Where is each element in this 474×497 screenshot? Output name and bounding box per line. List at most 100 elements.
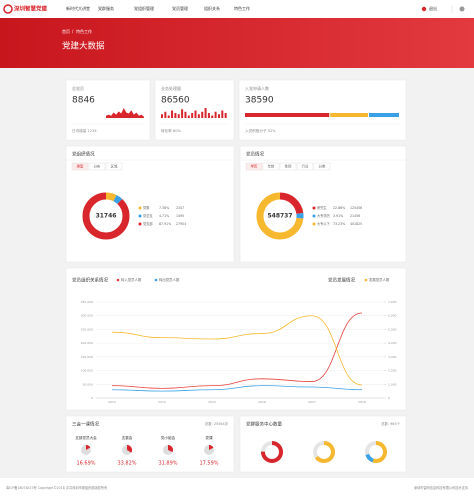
- sparkline-area: [106, 108, 144, 118]
- tab[interactable]: [279, 162, 297, 171]
- chart-title: 党员组织关系情况: [72, 277, 108, 284]
- y2-tick-label: 3,000: [388, 355, 397, 359]
- gauge-segment: [261, 441, 283, 463]
- tab[interactable]: [245, 162, 263, 171]
- stat-label: 业务处理量: [161, 85, 181, 91]
- logo: 深圳智慧党建: [14, 5, 48, 13]
- item-value: 17.59%: [199, 461, 218, 467]
- sparkline-bar: [181, 109, 184, 118]
- sparkline-bar: [177, 114, 180, 118]
- logo-icon: [3, 4, 13, 14]
- tab[interactable]: [313, 162, 331, 171]
- tab-label: 分布: [94, 164, 101, 169]
- y2-tick-label: 5,000: [388, 327, 397, 331]
- legend-dot: [312, 206, 316, 210]
- card-title: 党群服务中心数量: [246, 421, 282, 428]
- sparkline-bar: [161, 114, 164, 118]
- gauge-segment: [313, 441, 335, 463]
- x-tick-label: 2018: [358, 400, 366, 404]
- item-name: 支部党员大会: [75, 435, 97, 440]
- tab-label: 性别: [285, 164, 292, 169]
- x-tick-label: 2013: [108, 400, 116, 404]
- y-tick-label: 100,000: [81, 369, 93, 373]
- legend-dot: [138, 214, 142, 218]
- nav-item: 党群服务: [98, 5, 114, 11]
- legend-label: 转出党员人数: [159, 277, 180, 282]
- stat-value: 8846: [72, 96, 95, 106]
- sparkline-bar: [164, 111, 167, 118]
- y-tick-label: 0: [91, 396, 93, 400]
- card: [65, 415, 235, 473]
- line-series: [111, 385, 363, 392]
- donut-total: 31746: [96, 213, 117, 220]
- legend-dot: [364, 278, 368, 282]
- y2-tick-label: 1,000: [388, 382, 397, 386]
- legend-dot: [138, 206, 142, 210]
- x-tick-label: 2015: [208, 400, 216, 404]
- legend-share: 22.86%: [333, 206, 345, 210]
- legend-dot: [138, 222, 142, 226]
- breadcrumb: 特色工作: [76, 28, 92, 34]
- y2-tick-label: 7,000: [388, 300, 397, 304]
- progress-segment: [369, 113, 399, 117]
- pie-slice: [168, 445, 173, 453]
- item-value: 16.69%: [76, 461, 95, 467]
- sparkline-bar: [187, 115, 190, 118]
- y2-tick-label: 4,000: [388, 341, 397, 345]
- card-title: 党员情况: [246, 151, 264, 158]
- legend-value: 21456: [350, 214, 360, 218]
- donut-segment: [82, 192, 130, 240]
- stat-value: 86560: [161, 96, 190, 106]
- header: [0, 0, 474, 18]
- tab[interactable]: [71, 162, 89, 171]
- pie-slice: [127, 445, 132, 453]
- stat-label: 总党员: [72, 85, 84, 91]
- legend-name: 大专学历: [317, 213, 331, 218]
- sparkline-bar: [221, 110, 224, 118]
- line-series: [111, 312, 363, 389]
- breadcrumb: 首页: [62, 28, 70, 34]
- sparkline-bar: [167, 115, 170, 118]
- bell-icon: [421, 6, 427, 12]
- legend-label: 转入党员人数: [121, 277, 142, 282]
- sparkline-bar: [174, 113, 177, 118]
- progress-segment: [245, 113, 330, 117]
- donut-segment: [256, 192, 304, 240]
- legend-name: 党总支: [143, 213, 153, 218]
- y-tick-label: 250,000: [81, 327, 93, 331]
- sparkline-bar: [197, 114, 200, 118]
- stat-note: 入党积极分子 52%: [245, 128, 276, 133]
- card-total: 总数: 25564次: [205, 421, 229, 426]
- y-tick-label: 150,000: [81, 355, 93, 359]
- card: [65, 267, 407, 411]
- stat-note: 日均增量 1234: [72, 128, 97, 133]
- tab[interactable]: [105, 162, 123, 171]
- sparkline-bar: [217, 114, 220, 118]
- sparkline-bar: [214, 111, 217, 118]
- nav-item: 新时代大讲堂: [66, 5, 90, 11]
- legend-dot: [116, 278, 120, 282]
- tab-label: 类型: [77, 164, 84, 169]
- sparkline-bar: [207, 113, 210, 118]
- item-name: 党课: [205, 435, 213, 440]
- tab[interactable]: [262, 162, 280, 171]
- card-title: 三会一课情况: [72, 421, 99, 428]
- card: [154, 79, 235, 141]
- legend-value: 2347: [176, 206, 184, 210]
- tab-label: 年龄: [268, 164, 275, 169]
- legend-dot: [312, 214, 316, 218]
- y-tick-label: 50,000: [83, 382, 94, 386]
- nav-item: 组织关系: [204, 5, 220, 11]
- tab[interactable]: [296, 162, 314, 171]
- tab-label: 区域: [111, 164, 118, 169]
- legend-dot: [312, 222, 316, 226]
- logout: 退出: [429, 5, 437, 11]
- x-tick-label: 2016: [258, 400, 266, 404]
- legend-share: 73.23%: [333, 222, 345, 226]
- legend-value: 401825: [350, 222, 362, 226]
- stat-label: 入党申请人数: [245, 85, 269, 91]
- sparkline-bar: [211, 115, 214, 118]
- item-name: 支委会: [122, 435, 133, 440]
- tab[interactable]: [88, 162, 106, 171]
- legend-share: 7.38%: [159, 206, 169, 210]
